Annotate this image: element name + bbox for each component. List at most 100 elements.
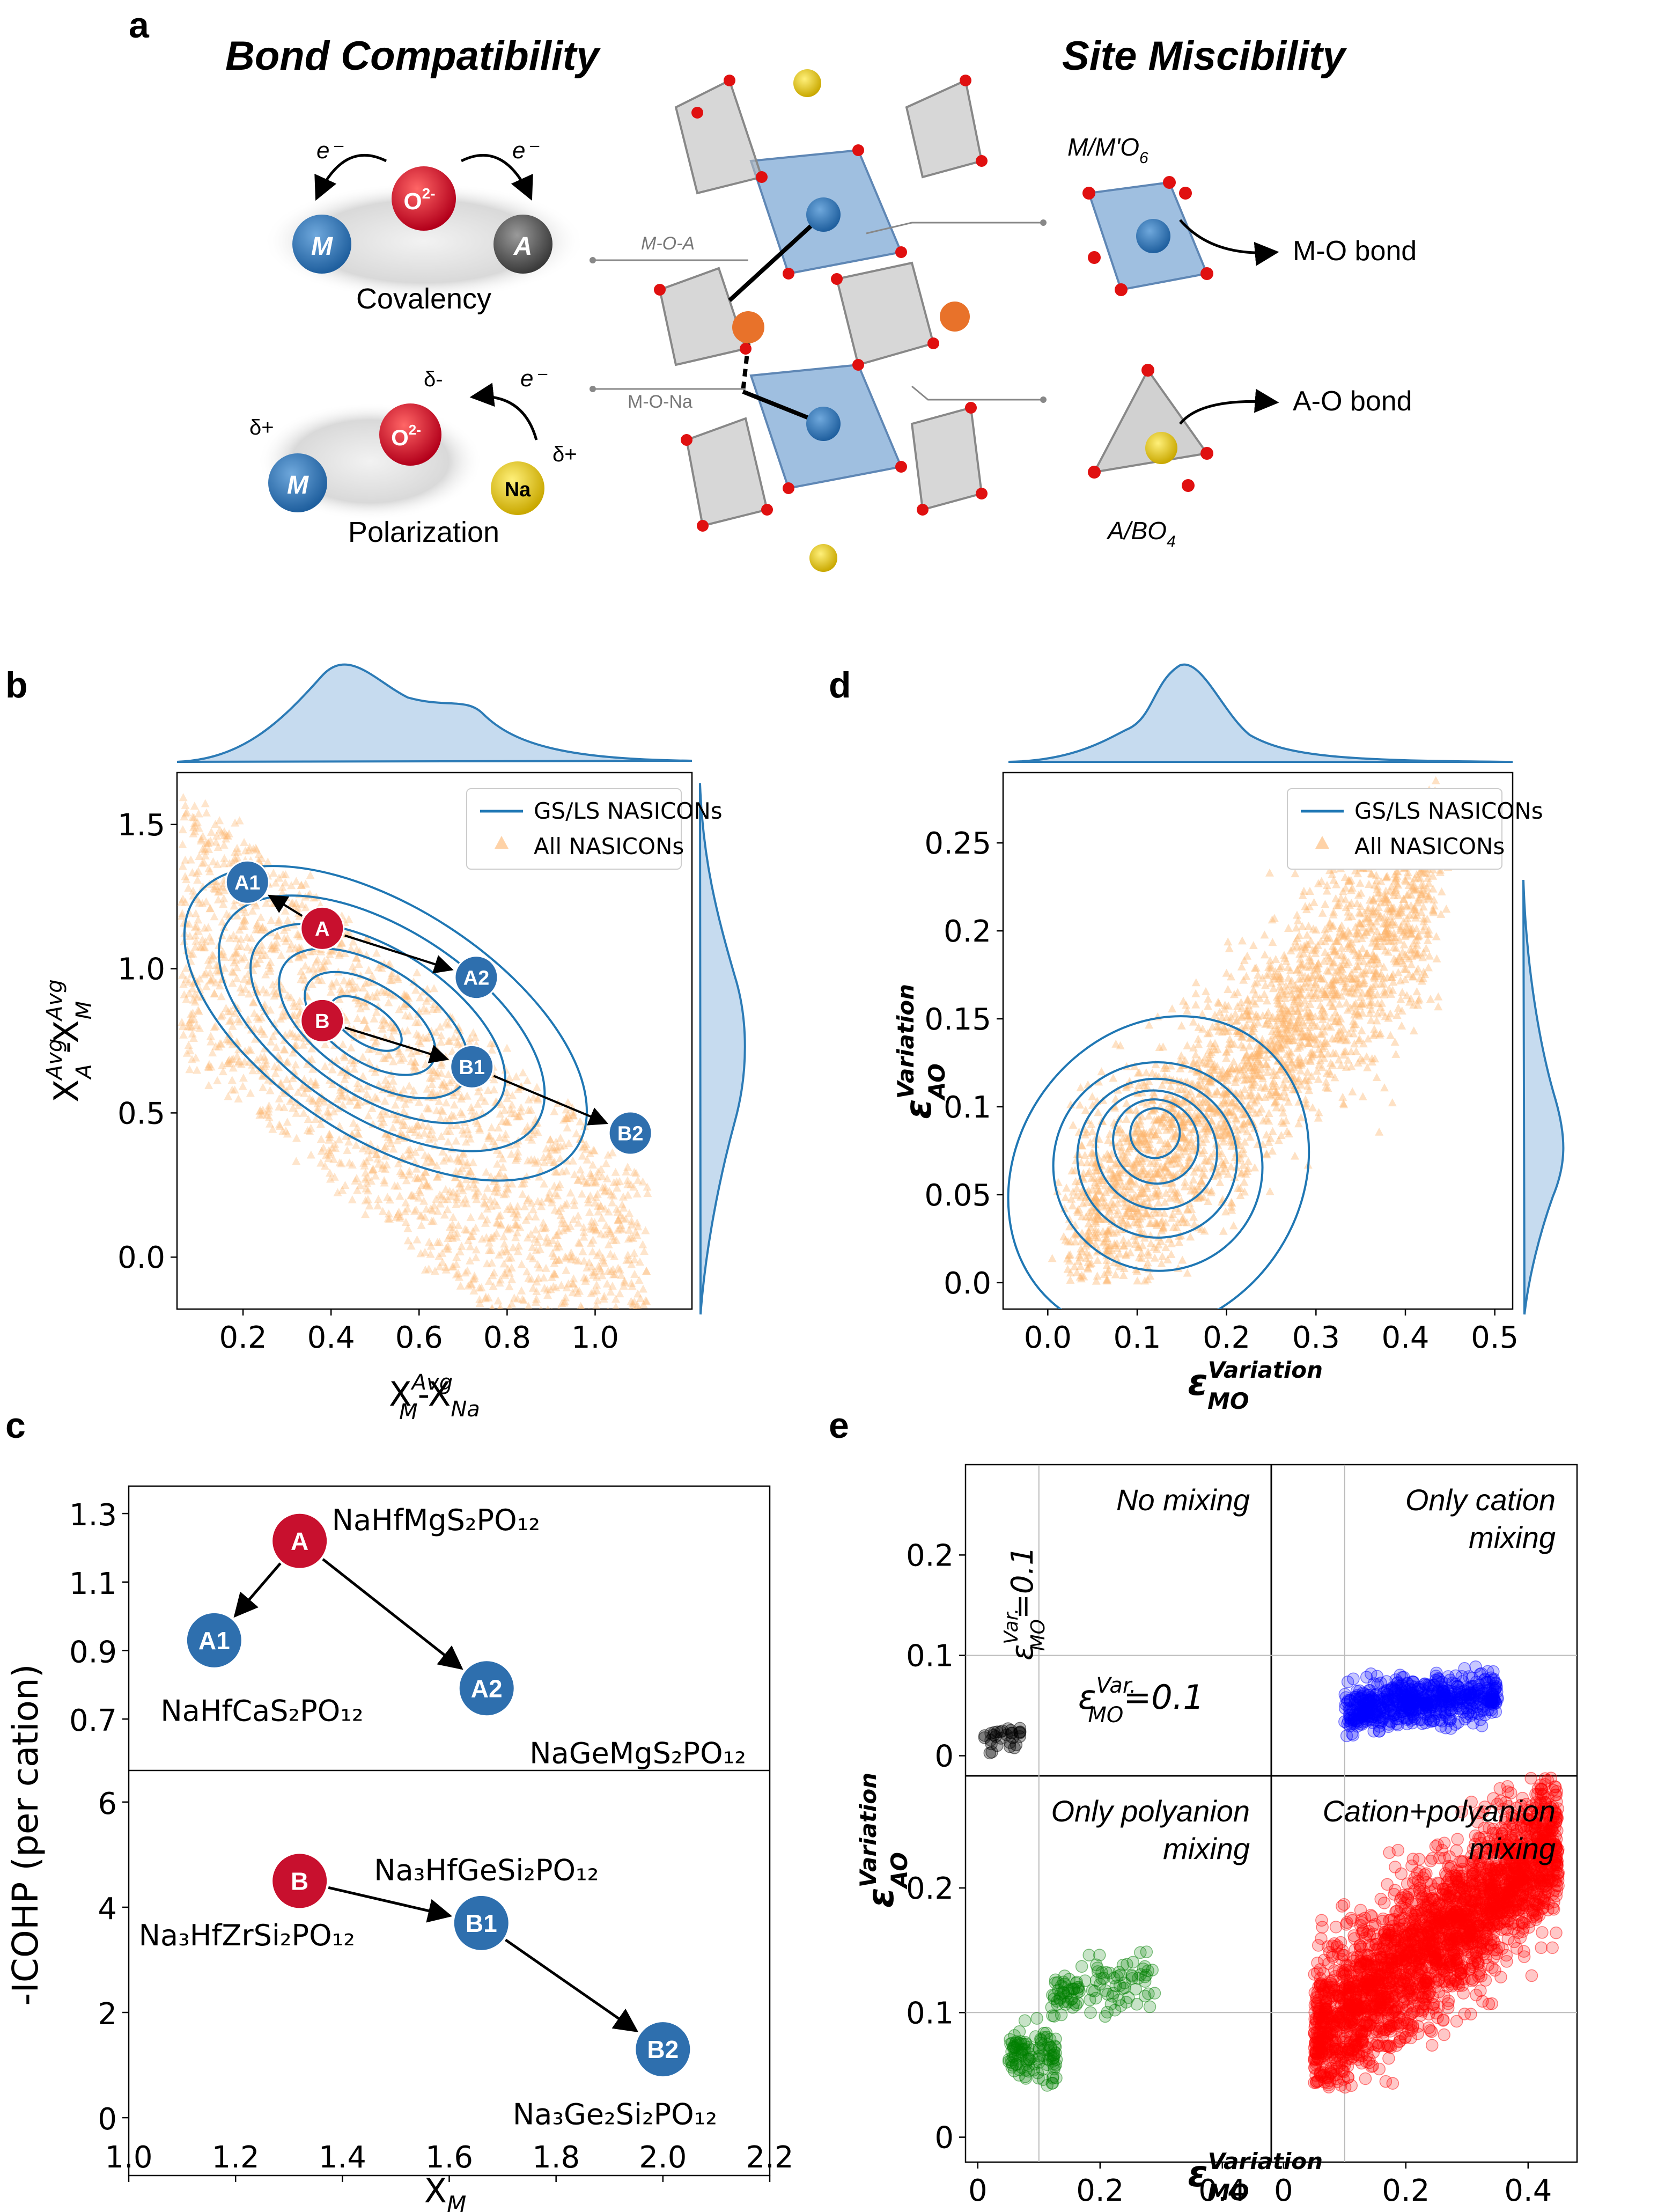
all-nasicons-point [1195,1055,1204,1064]
all-nasicons-point [543,1285,552,1294]
all-nasicons-point [496,1149,505,1158]
all-nasicons-point [384,1133,393,1141]
all-nasicons-point [441,1265,451,1274]
all-nasicons-point [1271,954,1280,963]
all-nasicons-point [616,1210,625,1219]
all-nasicons-point [633,1310,642,1318]
all-nasicons-point [551,1167,560,1175]
all-nasicons-point [188,1029,197,1038]
all-nasicons-point [349,983,358,992]
all-nasicons-point [396,1212,405,1221]
all-nasicons-point [281,1010,290,1019]
all-nasicons-point [1257,1104,1266,1113]
all-nasicons-point [288,1104,297,1112]
all-nasicons-point [581,1276,590,1285]
all-nasicons-point [550,1269,559,1278]
all-nasicons-point [178,840,187,849]
all-nasicons-point [231,856,240,864]
all-nasicons-point [639,1391,648,1399]
all-nasicons-point [240,1057,249,1065]
all-nasicons-point [299,950,308,958]
b-xtick-label: 0.8 [483,1320,531,1355]
all-nasicons-point [542,1237,551,1246]
all-nasicons-point [1240,1053,1249,1061]
all-nasicons-point [249,998,258,1006]
all-nasicons-point [1346,973,1355,982]
all-nasicons-point [400,1000,409,1008]
all-nasicons-point [1167,1214,1176,1222]
all-nasicons-point [550,1259,559,1267]
all-nasicons-point [580,1141,589,1150]
all-nasicons-point [487,1202,496,1210]
all-nasicons-point [1354,952,1364,961]
all-nasicons-point [600,1187,609,1196]
all-nasicons-point [576,1134,585,1143]
all-nasicons-point [247,934,256,942]
all-nasicons-point [1213,1087,1222,1096]
all-nasicons-point [555,1367,563,1375]
all-nasicons-point [253,1055,262,1064]
all-nasicons-point [189,823,198,832]
all-nasicons-point [1306,1048,1315,1057]
all-nasicons-point [1166,1124,1175,1133]
all-nasicons-point [258,1109,267,1118]
all-nasicons-point [586,1309,594,1317]
all-nasicons-point [1346,876,1355,884]
all-nasicons-point [316,1119,325,1128]
all-nasicons-point [213,1076,222,1084]
all-nasicons-point [194,866,203,875]
all-nasicons-point [1182,1137,1191,1145]
all-nasicons-point [263,857,272,866]
all-nasicons-point [560,1219,569,1228]
all-nasicons-point [627,1260,636,1268]
all-nasicons-point [206,836,215,845]
all-nasicons-point [600,1204,609,1213]
all-nasicons-point [1103,1246,1113,1254]
all-nasicons-point [287,881,296,890]
sodium-site-2 [809,544,837,572]
all-nasicons-point [351,1141,360,1149]
all-nasicons-point [1424,930,1433,938]
all-nasicons-point [444,1245,453,1253]
all-nasicons-point [214,1042,223,1051]
all-nasicons-point [1345,943,1354,952]
oxygen-atom-icon-2 [379,403,441,466]
all-nasicons-point [509,1209,518,1217]
all-nasicons-point [259,1083,268,1091]
all-nasicons-point [1344,913,1353,921]
all-nasicons-point [574,1256,583,1265]
all-nasicons-point [512,1112,521,1121]
all-nasicons-point [1141,1137,1151,1145]
all-nasicons-point [1221,1125,1231,1134]
all-nasicons-point [230,958,239,967]
all-nasicons-point [503,1264,512,1273]
all-nasicons-point [311,1115,320,1123]
all-nasicons-point [1300,1076,1309,1085]
all-nasicons-point [1173,1188,1182,1196]
all-nasicons-point [416,993,425,1002]
legend-b: GS/LS NASICONs All NASICONs [466,788,723,870]
all-nasicons-point [630,1248,639,1257]
all-nasicons-point [1200,1116,1210,1125]
all-nasicons-point [220,854,229,862]
all-nasicons-point [564,1370,572,1378]
all-nasicons-point [349,1118,358,1127]
all-nasicons-point [211,881,220,890]
all-nasicons-point [1268,1027,1277,1035]
all-nasicons-point [549,1252,558,1261]
all-nasicons-point [378,1015,387,1024]
all-nasicons-point [1314,959,1323,968]
b-marker-label-A: A [315,918,329,940]
all-nasicons-point [528,1205,537,1214]
all-nasicons-point [195,974,204,983]
all-nasicons-point [257,925,266,934]
all-nasicons-point [579,1177,588,1185]
all-nasicons-point [321,1062,330,1070]
all-nasicons-point [1194,1034,1203,1043]
isolated-octahedron: M/M'O6 M-O bond [1067,133,1417,296]
all-nasicons-point [526,1230,535,1238]
all-nasicons-point [262,988,271,997]
all-nasicons-point [1132,1267,1141,1275]
all-nasicons-point [1371,1054,1380,1063]
